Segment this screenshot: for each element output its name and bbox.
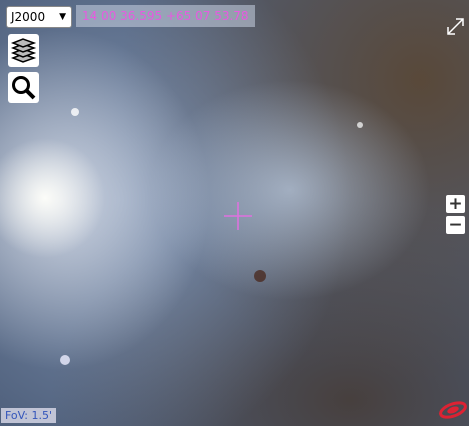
coordinates: 14 00 36.595 +65 07 53.78 [76,5,255,27]
logo [439,401,467,419]
star [357,122,363,128]
fov-label: FoV: 1.5' [1,408,57,423]
dropdown-arrow: ▼ [59,12,66,22]
zoom-in[interactable]: + [446,195,465,213]
search-icon [12,76,36,100]
frame-value: J2000 [11,10,46,24]
search-button[interactable] [8,72,39,103]
star [60,355,70,365]
layers-icon [10,38,37,63]
layers-button[interactable] [8,34,39,67]
frame-selector[interactable]: J2000 ▼ [6,6,72,28]
star [71,108,79,116]
zoom-out[interactable]: − [446,216,465,234]
star [254,270,266,282]
fullscreen-icon[interactable] [447,18,464,35]
